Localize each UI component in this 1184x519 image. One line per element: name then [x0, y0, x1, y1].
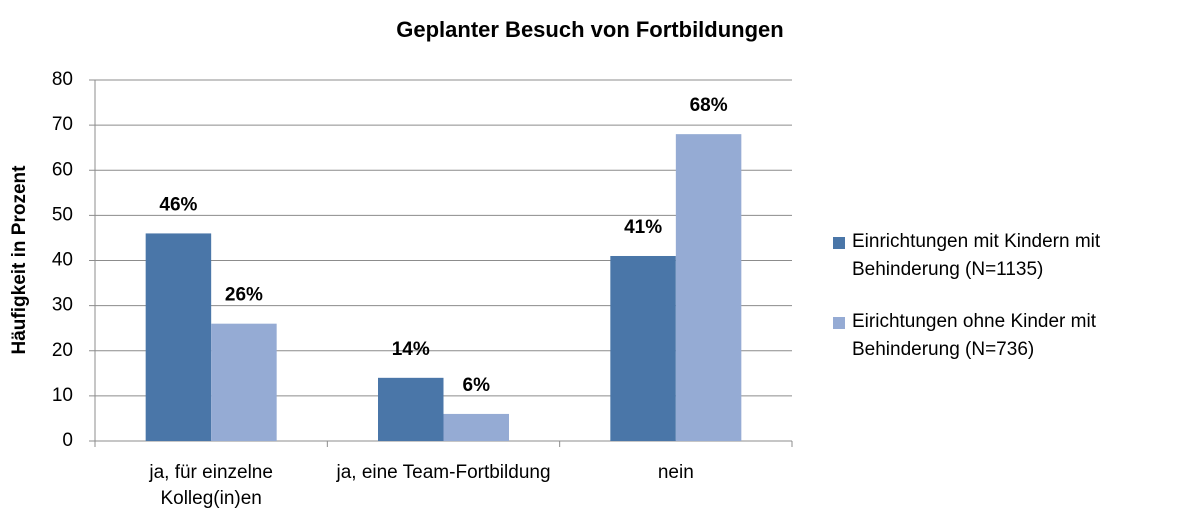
y-tick-label: 30	[52, 295, 73, 316]
y-tick-label: 50	[52, 204, 73, 225]
bar	[443, 413, 509, 441]
y-tick-label: 20	[52, 340, 73, 361]
legend-entry: Einrichtungen mit Kindern mit Behinderun…	[833, 228, 1184, 284]
y-tick-label: 60	[52, 159, 73, 180]
y-tick-label: 40	[52, 250, 73, 271]
chart-title: Geplanter Besuch von Fortbildungen	[396, 17, 783, 42]
legend-label: Einrichtungen mit Kindern mit Behinderun…	[852, 231, 1101, 280]
x-tick-label: ja, eine Team-Fortbildung	[336, 462, 551, 483]
y-axis-label: Häufigkeit in Prozent	[9, 165, 30, 355]
bar	[675, 134, 742, 441]
bar	[610, 255, 676, 441]
value-label: 46%	[159, 194, 197, 215]
bar	[145, 233, 212, 441]
bar	[378, 377, 444, 441]
y-tick-label: 0	[62, 430, 73, 451]
value-label: 6%	[463, 375, 491, 396]
y-tick-label: 70	[52, 114, 73, 135]
legend-entry: Eirichtungen ohne Kinder mit Behinderung…	[833, 308, 1184, 364]
value-label: 68%	[690, 95, 728, 116]
legend-swatch	[833, 317, 845, 329]
legend-label: Eirichtungen ohne Kinder mit Behinderung…	[852, 311, 1096, 360]
x-tick-label: nein	[657, 462, 694, 483]
y-tick-label: 80	[52, 69, 73, 90]
x-tick-label: ja, für einzelne Kolleg(in)en	[149, 462, 273, 509]
y-tick-label: 10	[52, 385, 73, 406]
legend-swatch	[833, 237, 845, 249]
value-label: 26%	[225, 285, 263, 306]
value-label: 14%	[392, 339, 430, 360]
value-label: 41%	[624, 217, 662, 238]
bar	[211, 323, 277, 441]
